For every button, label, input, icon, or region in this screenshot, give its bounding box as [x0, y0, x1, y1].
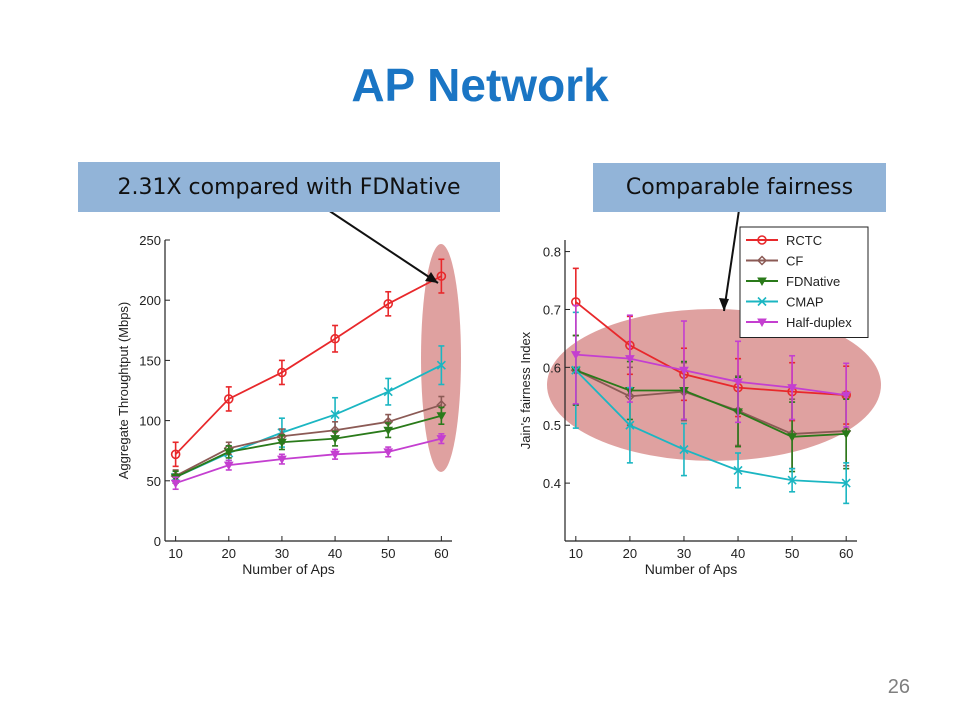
- data-point: [679, 444, 689, 455]
- data-point: [277, 367, 287, 378]
- data-point: [170, 479, 181, 489]
- x-tick-label: 40: [731, 546, 745, 561]
- x-tick-label: 20: [222, 546, 236, 561]
- data-point: [733, 465, 743, 475]
- x-tick-label: 60: [839, 546, 853, 561]
- y-tick-label: 0.7: [543, 302, 561, 317]
- legend-marker: [757, 296, 767, 307]
- series-line: [575, 369, 847, 485]
- y-tick-label: 100: [139, 414, 161, 429]
- x-tick-label: 10: [168, 546, 182, 561]
- data-point: [383, 387, 393, 397]
- y-tick-label: 0.8: [543, 245, 561, 260]
- x-axis-label: Number of Aps: [242, 561, 335, 577]
- series-line: [575, 369, 847, 438]
- slide-title: AP Network: [351, 59, 609, 111]
- callout-arrow-right: [723, 209, 740, 312]
- data-point: [733, 378, 743, 387]
- y-tick-label: 200: [139, 293, 161, 308]
- data-point: [436, 435, 447, 444]
- fairness-chart: 0.4 0.5 0.6 0.7 0.8 10 20 30 40 50 60 Number of Aps…: [518, 240, 857, 577]
- legend-marker: [757, 235, 767, 245]
- y-axis-label: Aggregate Throughtput (Mbps): [116, 302, 131, 480]
- legend-label: CF: [786, 254, 803, 269]
- page-number: 26: [887, 676, 910, 698]
- legend-label: Half-duplex: [786, 315, 852, 330]
- callout-arrow-right-head: [719, 298, 729, 311]
- x-tick-label: 30: [275, 546, 289, 561]
- data-point: [223, 461, 234, 471]
- x-tick-label: 60: [434, 546, 448, 561]
- data-point: [383, 448, 394, 457]
- data-point: [787, 433, 797, 442]
- chart-legend: RCTC CF FDNative CMAP Half-duplex: [739, 226, 869, 338]
- callout-arrow-left: [321, 205, 439, 284]
- data-point: [436, 412, 447, 421]
- legend-marker: [756, 255, 768, 266]
- legend-label: RCTC: [786, 233, 822, 248]
- throughput-chart: 0 50 100 150 200 250 10 20 30 40 50 60 Number of Aps…: [116, 233, 452, 577]
- series-line: [175, 364, 442, 479]
- data-point: [383, 426, 394, 436]
- y-tick-label: 50: [147, 474, 161, 489]
- data-point: [679, 366, 689, 376]
- x-tick-label: 50: [381, 546, 395, 561]
- callout-fairness: Comparable fairness: [593, 163, 886, 212]
- data-point: [787, 475, 797, 485]
- data-point: [625, 420, 635, 430]
- legend-label: CMAP: [786, 295, 824, 310]
- x-tick-label: 40: [328, 546, 342, 561]
- series-line: [575, 353, 847, 397]
- data-point: [223, 394, 234, 404]
- data-point: [277, 455, 287, 465]
- y-tick-label: 0.6: [543, 360, 561, 375]
- y-tick-label: 0: [154, 534, 161, 549]
- x-tick-label: 50: [785, 546, 799, 561]
- data-point: [787, 384, 797, 393]
- x-axis-label: Number of Aps: [645, 561, 738, 577]
- y-axis-label: Jain's fairness Index: [518, 331, 533, 449]
- data-point: [436, 360, 446, 370]
- x-tick-label: 10: [569, 546, 583, 561]
- legend-marker: [757, 277, 767, 287]
- y-tick-label: 250: [139, 233, 161, 248]
- series-line: [175, 404, 442, 477]
- data-point: [625, 355, 635, 364]
- x-tick-label: 20: [623, 546, 637, 561]
- callout-throughput: 2.31X compared with FDNative: [78, 162, 500, 212]
- data-point: [570, 351, 581, 360]
- series-line: [175, 437, 442, 485]
- data-point: [277, 438, 287, 448]
- data-point: [383, 299, 394, 309]
- callout-arrow-left-head: [425, 272, 438, 283]
- y-tick-label: 0.4: [543, 476, 561, 491]
- data-point: [841, 430, 852, 439]
- legend-marker: [757, 318, 767, 328]
- legend-label: FDNative: [786, 274, 840, 289]
- data-point: [436, 271, 447, 281]
- series-line: [175, 414, 442, 479]
- y-tick-label: 0.5: [543, 418, 561, 433]
- data-point: [330, 450, 340, 460]
- data-point: [330, 333, 340, 344]
- data-point: [330, 435, 340, 444]
- series-line: [575, 301, 847, 397]
- data-point: [841, 391, 852, 401]
- data-point: [841, 478, 851, 488]
- y-tick-label: 150: [139, 353, 161, 368]
- data-point: [170, 449, 181, 460]
- series-line: [174, 275, 442, 455]
- x-tick-label: 30: [677, 546, 691, 561]
- data-point: [223, 448, 234, 457]
- data-point: [330, 410, 340, 420]
